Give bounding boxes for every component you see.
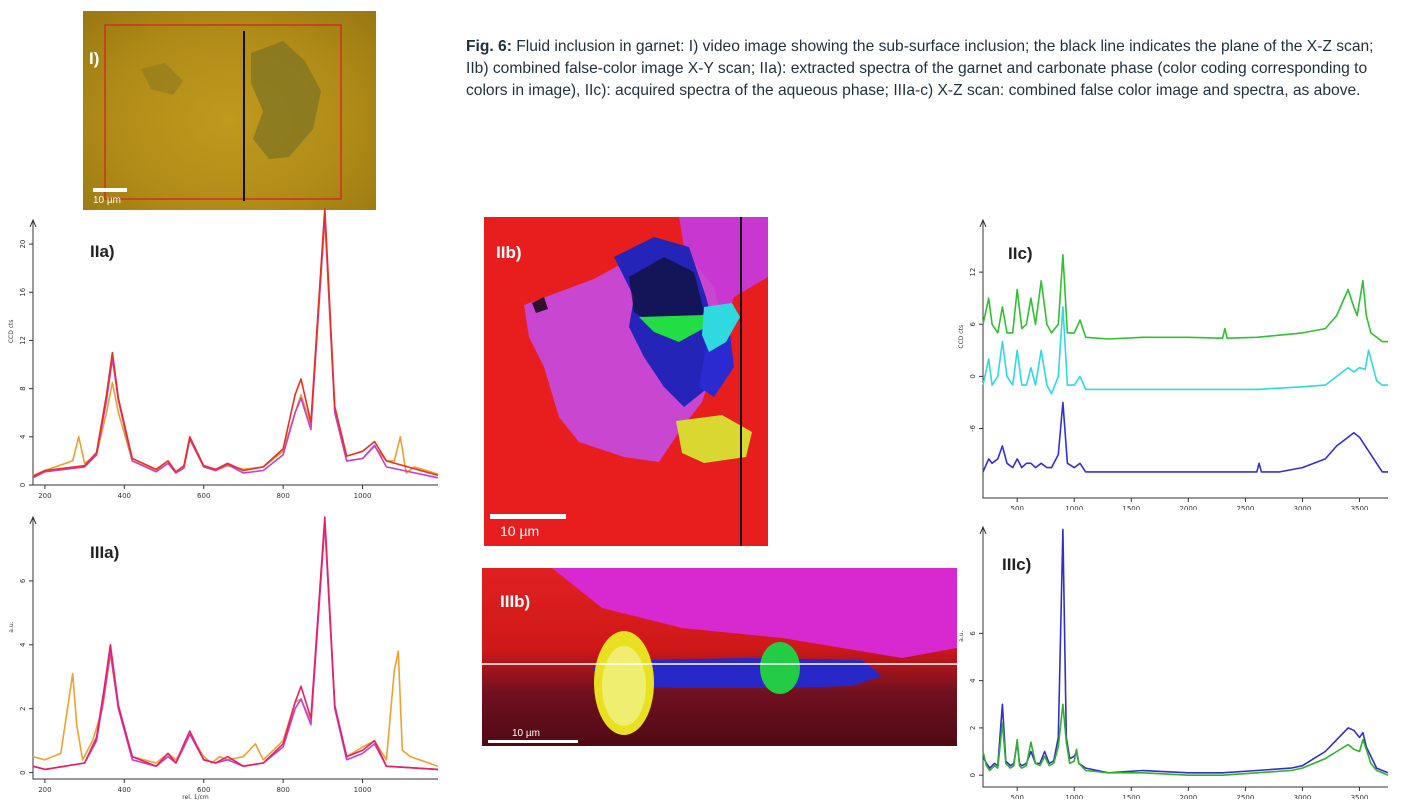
x-tick-label: 1500 — [1122, 505, 1140, 510]
spectrum-line — [32, 207, 439, 478]
x-tick-label: 1000 — [1065, 794, 1083, 799]
chart-svg: 2004006008001000048121620rel. 1/cmCCD ct… — [8, 207, 439, 507]
spectrum-line — [982, 528, 1389, 774]
chart-svg: 200 400 600 800 1000 0 2 4 6 rel. 1/cm a.u. — [8, 515, 439, 801]
y-tick-label: -6 — [969, 424, 977, 432]
spectra-chart-IIIc: 5001000150020002500300035000246rel. 1/cm… — [950, 515, 1405, 805]
panel-label-IIIc: IIIc) — [1002, 555, 1032, 574]
scale-bar-label: 10 µm — [512, 728, 540, 739]
x-tick-label: 1500 — [1122, 794, 1140, 799]
spectrum-line — [982, 254, 1388, 343]
xy-scan-image: IIb) 10 µm — [484, 217, 768, 546]
x-tick-label: 2500 — [1236, 505, 1254, 510]
xz-scan-image: IIIb) 10 µm — [482, 568, 957, 746]
x-tick-label: 600 — [197, 492, 210, 500]
x-tick-label: 600 — [197, 786, 210, 794]
panel-label-IIIa: IIIa) — [90, 543, 120, 562]
x-tick-label: 800 — [276, 492, 289, 500]
spectrum-line — [32, 516, 439, 771]
panel-label-IIa: IIa) — [90, 242, 115, 261]
y-tick-label: 8 — [19, 386, 27, 390]
y-axis-arrow — [29, 515, 37, 525]
x-tick-label: 200 — [38, 786, 51, 794]
scale-bar-label: 10 µm — [500, 523, 540, 539]
y-tick-label: 2 — [19, 706, 27, 710]
x-tick-label: 3500 — [1351, 505, 1369, 510]
y-tick-label: 0 — [19, 770, 27, 774]
y-tick-label: 4 — [19, 642, 27, 647]
x-tick-label: 1000 — [354, 786, 372, 794]
y-axis-arrow — [979, 525, 987, 535]
x-tick-label: 500 — [1011, 794, 1024, 799]
figure-caption: Fig. 6: Fluid inclusion in garnet: I) vi… — [466, 36, 1396, 102]
y-axis-label: a.u. — [8, 621, 15, 632]
spectra-chart-IIIa: 200 400 600 800 1000 0 2 4 6 rel. 1/cm a.u. IIIa) — [0, 505, 460, 801]
caption-text: Fluid inclusion in garnet: I) video imag… — [466, 38, 1374, 99]
spectrum-line — [982, 703, 1389, 776]
spectra-chart-IIa: 2004006008001000048121620rel. 1/cmCCD ct… — [0, 207, 460, 507]
y-tick-label: 16 — [19, 287, 27, 296]
y-axis-arrow — [979, 218, 987, 228]
false-color-map — [490, 217, 768, 546]
x-tick-label: 2500 — [1236, 794, 1254, 799]
y-tick-label: 12 — [19, 336, 27, 345]
x-tick-label: 3500 — [1351, 794, 1369, 799]
x-tick-label: 1000 — [354, 492, 372, 500]
y-tick-label: 0 — [969, 773, 977, 777]
y-tick-label: 6 — [19, 578, 27, 583]
false-color-map-xz — [482, 568, 957, 743]
spectrum-line — [32, 213, 439, 479]
inclusion-image — [93, 24, 342, 201]
x-tick-label: 800 — [276, 786, 289, 794]
panel-label-IIIb: IIIb) — [500, 592, 531, 611]
figure-number: Fig. 6: — [466, 38, 512, 55]
panel-label-I: I) — [89, 49, 100, 68]
x-tick-label: 2000 — [1179, 794, 1197, 799]
x-tick-label: 1000 — [1065, 505, 1083, 510]
y-tick-label: 4 — [19, 434, 27, 439]
y-axis-label: CCD cts — [958, 325, 965, 349]
y-axis-label: CCD cts — [8, 319, 15, 343]
y-tick-label: 6 — [969, 631, 977, 636]
y-tick-label: 2 — [969, 726, 977, 730]
y-tick-label: 0 — [19, 483, 27, 487]
x-axis-label: rel. 1/cm — [182, 794, 209, 801]
x-tick-label: 2000 — [1179, 505, 1197, 510]
chart-axes — [982, 527, 1388, 788]
chart-axes — [982, 220, 1388, 499]
y-tick-label: 20 — [19, 240, 27, 249]
chart-svg: 5001000150020002500300035000246rel. 1/cm… — [958, 525, 1389, 805]
y-axis-label: a.u. — [958, 630, 965, 641]
video-image-panel: I) 10 µm — [83, 11, 376, 210]
y-tick-label: 12 — [969, 268, 977, 277]
x-tick-label: 400 — [118, 492, 131, 500]
spectrum-line — [982, 306, 1388, 395]
panel-label-IIc: IIc) — [1008, 244, 1033, 263]
x-tick-label: 3000 — [1294, 505, 1312, 510]
panel-label-IIb: IIb) — [496, 243, 522, 262]
spectrum-line — [982, 401, 1388, 473]
x-tick-label: 3000 — [1294, 794, 1312, 799]
chart-axes — [32, 517, 438, 780]
x-tick-label: 500 — [1011, 505, 1024, 510]
x-tick-label: 400 — [118, 786, 131, 794]
scale-bar-label: 10 µm — [93, 195, 121, 206]
x-tick-label: 200 — [38, 492, 51, 500]
y-axis-arrow — [29, 218, 37, 228]
y-tick-label: 6 — [969, 321, 977, 326]
y-tick-label: 4 — [969, 678, 977, 683]
y-tick-label: 0 — [969, 374, 977, 378]
